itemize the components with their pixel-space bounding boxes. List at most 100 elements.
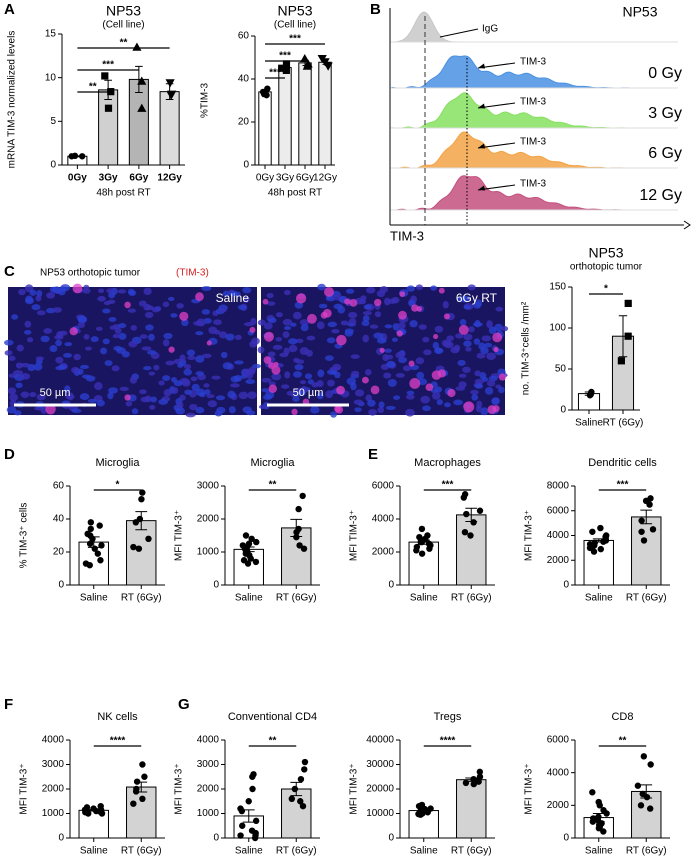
nucleus <box>214 329 221 335</box>
nucleus <box>55 365 65 371</box>
nucleus <box>292 371 302 378</box>
nucleus <box>144 311 154 319</box>
data-point <box>237 832 244 839</box>
x-axis-label: 48h post RT <box>268 188 322 199</box>
nucleus <box>55 356 64 364</box>
nucleus <box>233 375 243 382</box>
data-point <box>597 524 604 532</box>
nucleus <box>283 289 291 296</box>
nucleus <box>324 355 334 361</box>
nucleus <box>262 394 273 400</box>
y-tick-label: 2000 <box>372 547 395 558</box>
nucleus <box>365 286 376 294</box>
nucleus <box>317 283 326 291</box>
bar <box>278 67 292 166</box>
nucleus <box>162 339 170 347</box>
nucleus <box>446 335 454 342</box>
nucleus <box>148 371 156 376</box>
bar <box>98 89 119 166</box>
nucleus <box>151 306 161 313</box>
nucleus <box>367 399 376 407</box>
nucleus <box>267 351 276 357</box>
data-point <box>470 519 477 526</box>
nucleus <box>290 322 297 327</box>
x-tick-label: 3Gy <box>276 173 294 184</box>
y-tick-label: 0 <box>388 833 394 844</box>
panel-letter: F <box>4 696 13 713</box>
nucleus <box>354 407 362 413</box>
bar <box>126 786 157 839</box>
nucleus <box>476 352 486 359</box>
nucleus <box>64 385 71 394</box>
nucleus <box>90 336 99 343</box>
scale-bar-label: 50 µm <box>40 387 71 399</box>
nucleus <box>334 371 341 379</box>
nucleus <box>415 284 423 291</box>
nucleus <box>184 364 192 370</box>
y-axis-label: MFI TIM-3⁺ <box>19 763 30 814</box>
y-tick-label: 30000 <box>366 759 394 770</box>
data-point <box>470 780 478 788</box>
bar <box>159 91 180 166</box>
nucleus <box>395 372 405 378</box>
nucleus <box>360 295 367 301</box>
nucleus <box>77 316 87 323</box>
data-point <box>293 529 300 536</box>
data-point <box>426 545 433 552</box>
tim3-cell <box>291 408 298 416</box>
nucleus <box>292 395 300 402</box>
significance-label: *** <box>617 480 629 491</box>
y-tick-label: 0 <box>560 405 566 416</box>
chart-subtitle: orthotopic tumor <box>570 262 643 273</box>
nucleus <box>9 393 18 402</box>
nucleus <box>49 286 57 293</box>
x-tick-label: RT (6Gy) <box>276 846 317 857</box>
nucleus <box>130 325 138 331</box>
x-tick-label: Saline <box>80 846 108 857</box>
nucleus <box>64 342 73 347</box>
y-tick-label: 2000 <box>547 555 570 566</box>
nucleus <box>201 286 212 291</box>
data-point <box>413 547 420 554</box>
data-point <box>462 779 470 787</box>
data-point <box>145 535 152 542</box>
nucleus <box>288 344 298 353</box>
data-point <box>424 809 431 816</box>
nucleus <box>376 290 386 298</box>
y-axis-label: MFI TIM-3⁺ <box>524 763 535 814</box>
data-point <box>278 64 286 72</box>
chart-title: Dendritic cells <box>588 457 657 469</box>
tim3-cell <box>374 298 382 307</box>
nucleus <box>275 312 283 318</box>
data-point <box>461 529 469 536</box>
nucleus <box>20 362 30 368</box>
chart-title: Tregs <box>434 711 462 723</box>
data-point <box>302 61 312 70</box>
tim3-cell <box>344 298 351 305</box>
micrograph-caption: NP53 orthotopic tumor <box>40 268 141 279</box>
nucleus <box>107 299 116 304</box>
nucleus <box>140 396 150 403</box>
nucleus <box>364 369 372 376</box>
nucleus <box>211 375 221 380</box>
tim3-cell <box>263 331 274 342</box>
data-point <box>165 79 175 88</box>
nucleus <box>40 406 47 414</box>
nucleus <box>295 338 304 344</box>
nucleus <box>112 333 120 339</box>
data-point <box>475 778 482 785</box>
nucleus <box>33 363 43 371</box>
nucleus <box>206 394 215 399</box>
nucleus <box>263 322 273 330</box>
nucleus <box>128 340 138 348</box>
nucleus <box>147 350 157 355</box>
nucleus <box>35 356 45 361</box>
annotation: TIM-3 <box>520 57 547 68</box>
nucleus <box>432 391 441 400</box>
nucleus <box>467 284 476 291</box>
micrograph-label: 6Gy RT <box>456 291 498 305</box>
y-tick-label: 6000 <box>547 505 570 516</box>
nucleus <box>73 353 81 361</box>
data-point <box>78 153 86 160</box>
